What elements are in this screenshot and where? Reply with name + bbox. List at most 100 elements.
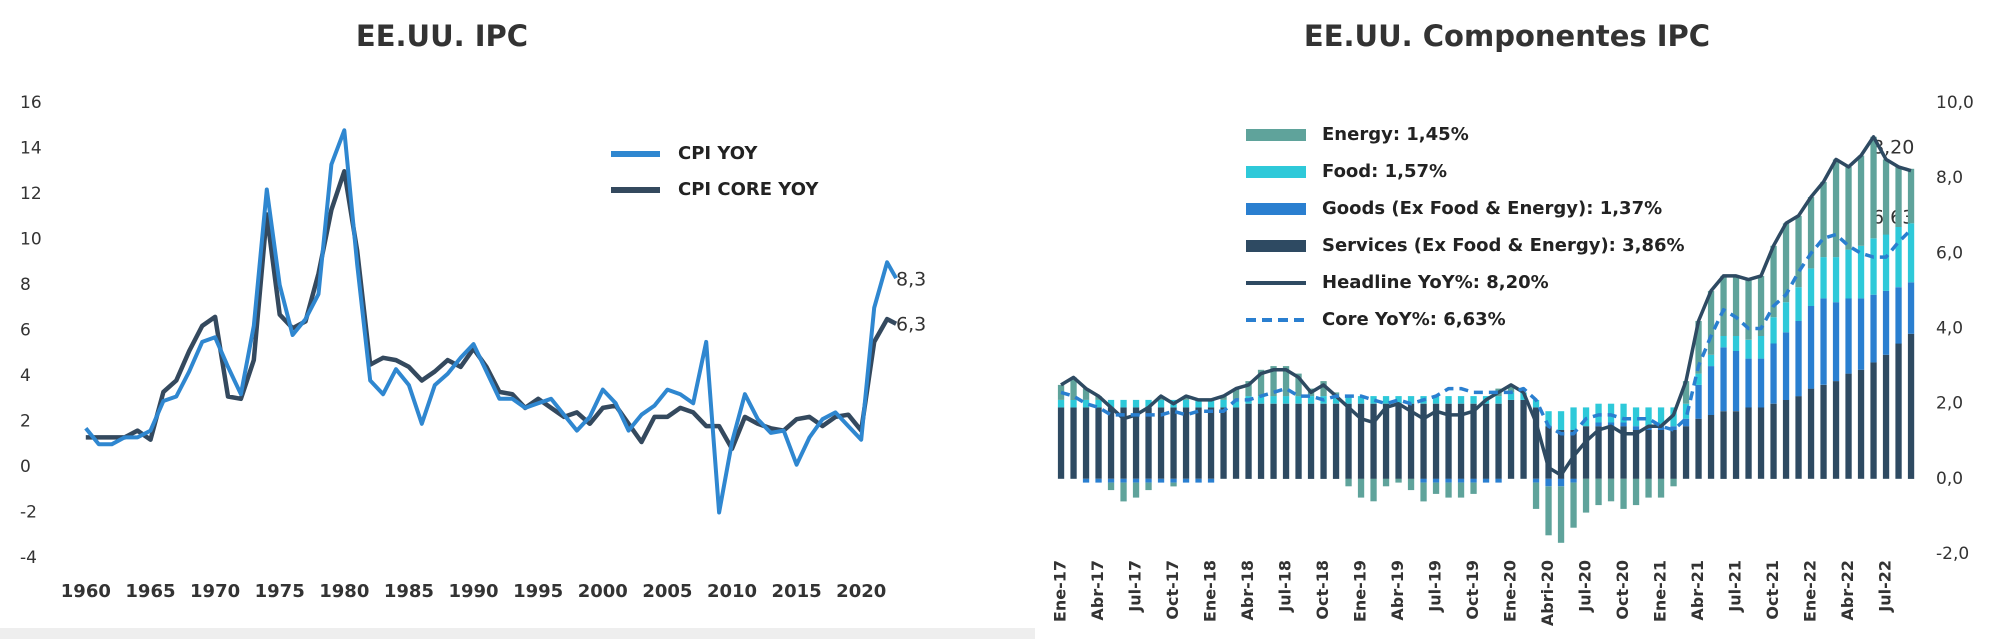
bar-segment (1307, 403, 1315, 479)
bar-segment (1607, 422, 1615, 427)
bar-segment (1307, 396, 1315, 404)
x-tick-label: Ene-22 (1801, 560, 1820, 622)
bar-segment (1170, 482, 1177, 487)
bar-segment (1732, 275, 1740, 336)
bar-segment (1232, 399, 1240, 408)
bar-segment (1457, 482, 1465, 498)
bar-segment (1370, 396, 1377, 404)
bar-segment (1295, 403, 1302, 479)
y-tick-label: 10,0 (1936, 93, 1974, 113)
bar-segment (1207, 407, 1215, 479)
bar-segment (1195, 399, 1202, 408)
bar-segment (1320, 381, 1327, 397)
bar-segment (1420, 403, 1427, 479)
bar-segment (1420, 478, 1427, 483)
x-tick-label: Abri-20 (1538, 560, 1557, 626)
bar-segment (1620, 426, 1627, 479)
bar-segment (1070, 407, 1077, 479)
x-tick-label: 2005 (642, 581, 692, 602)
annotation: 8,3 (896, 269, 926, 291)
bar-segment (1820, 384, 1827, 479)
bar-segment (1895, 343, 1902, 479)
bar-segment (1320, 403, 1327, 479)
bar-segment (1807, 197, 1815, 269)
bar-segment (1707, 366, 1715, 415)
bar-segment (1795, 215, 1802, 288)
bar-segment (1832, 302, 1840, 382)
bar-segment (1670, 426, 1677, 430)
bar-segment (1532, 478, 1540, 483)
y-tick-label: 0,0 (1936, 469, 1963, 489)
x-tick-label: 1975 (255, 581, 305, 602)
bar-segment (1720, 411, 1727, 479)
bar-segment (1107, 407, 1115, 479)
bar-segment (1220, 399, 1227, 408)
bar-segment (1257, 369, 1265, 397)
bar-segment (1620, 403, 1627, 423)
bar-segment (1270, 403, 1277, 479)
line-series (84, 128, 898, 515)
bar-segment (1695, 384, 1702, 419)
y-tick-label: 0 (20, 457, 31, 477)
legend-label: Energy: 1,45% (1322, 124, 1469, 145)
bar-segment (1370, 478, 1377, 502)
legend-label: Goods (Ex Food & Energy): 1,37% (1322, 198, 1662, 219)
x-tick-label: Jul-22 (1876, 560, 1895, 613)
bar-segment (1682, 426, 1690, 479)
line-series (85, 169, 898, 452)
bottom-gap (1035, 628, 1997, 639)
bar-segment (1870, 294, 1877, 363)
bar-segment (1782, 223, 1790, 303)
bar-segment (1395, 403, 1402, 479)
x-tick-label: 2015 (772, 581, 822, 602)
bar-segment (1695, 373, 1702, 385)
x-tick-label: Oct-20 (1613, 560, 1632, 620)
bar-segment (1082, 388, 1090, 400)
bar-segment (1770, 343, 1777, 404)
bar-segment (1820, 181, 1827, 258)
y-tick-label: -2 (20, 503, 37, 523)
bar-segment (1332, 403, 1340, 479)
bar-segment (1270, 396, 1277, 404)
x-tick-label: 1980 (319, 581, 369, 602)
legend-swatch (1246, 203, 1306, 215)
bar-segment (1682, 381, 1690, 404)
bar-segment (1845, 249, 1852, 299)
x-tick-label: Abr-17 (1088, 560, 1107, 621)
bar-segment (1845, 298, 1852, 374)
bar-segment (1707, 414, 1715, 479)
bar-segment (1882, 290, 1890, 355)
bar-segment (1132, 478, 1140, 483)
x-tick-label: Oct-18 (1313, 560, 1332, 620)
bar-segment (1495, 403, 1502, 479)
bar-segment (1582, 407, 1590, 427)
chart-title: EE.UU. IPC (356, 19, 528, 53)
x-tick-label: Ene-21 (1651, 560, 1670, 622)
bar-segment (1820, 298, 1827, 385)
bar-segment (1770, 317, 1777, 344)
bar-segment (1207, 399, 1215, 408)
bar-segment (1870, 238, 1877, 295)
bar-segment (1245, 403, 1252, 479)
x-tick-label: 2000 (578, 581, 628, 602)
bar-segment (1570, 478, 1577, 483)
bar-segment (1882, 234, 1890, 291)
bar-segment (1770, 245, 1777, 318)
bar-segment (1282, 403, 1290, 479)
y-tick-label: 16 (20, 93, 42, 113)
bar-segment (1357, 396, 1365, 404)
bar-segment (1470, 403, 1477, 479)
bar-segment (1832, 159, 1840, 258)
x-tick-label: 1995 (513, 581, 563, 602)
bar-segment (1907, 168, 1915, 224)
bar-segment (1770, 403, 1777, 479)
bar-segment (1595, 403, 1602, 423)
bar-segment (1057, 399, 1065, 408)
y-tick-label: 14 (20, 139, 42, 159)
bar-segment (1895, 166, 1902, 227)
bar-segment (1370, 403, 1377, 479)
x-tick-label: 2010 (707, 581, 757, 602)
bar-segment (1620, 422, 1627, 427)
bar-segment (1607, 478, 1615, 502)
bar-segment (1857, 155, 1865, 246)
